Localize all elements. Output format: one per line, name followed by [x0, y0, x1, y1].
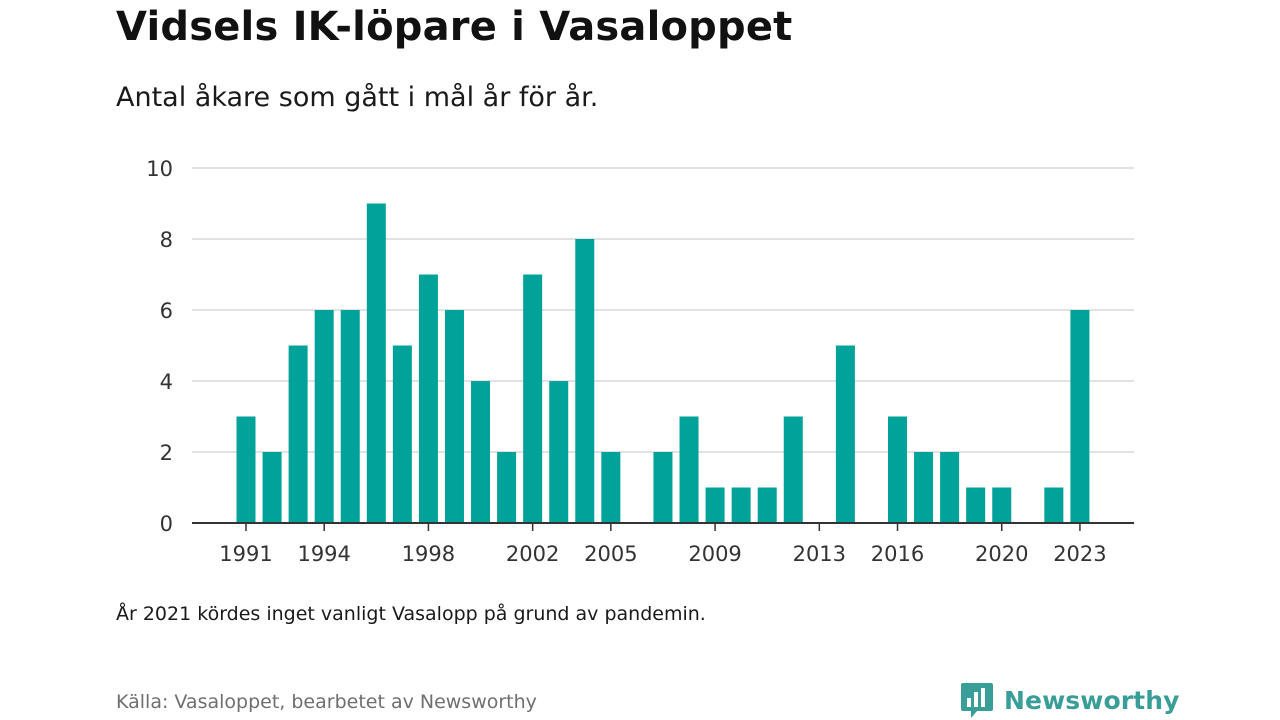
chart-subtitle: Antal åkare som gått i mål år för år. — [116, 82, 599, 113]
bar-2002 — [523, 274, 543, 523]
x-tick-label: 2005 — [584, 542, 637, 566]
bar-2020 — [992, 487, 1012, 523]
bar-2000 — [471, 381, 491, 523]
bar-2018 — [940, 452, 960, 523]
bar-2011 — [757, 487, 777, 523]
bar-2023 — [1070, 310, 1090, 523]
source-text: Källa: Vasaloppet, bearbetet av Newswort… — [116, 691, 537, 713]
bar-2019 — [966, 487, 986, 523]
y-tick-label: 10 — [146, 157, 173, 181]
y-tick-label: 4 — [160, 370, 173, 394]
bar-1997 — [392, 345, 412, 523]
bar-2005 — [601, 452, 621, 523]
x-tick-label: 1998 — [402, 542, 455, 566]
bar-2003 — [549, 381, 569, 523]
bar-chart: 0 2 4 6 8 10 1991 1994 1998 2002 2005 2009 2013 2016… — [146, 157, 1134, 566]
bar-1999 — [444, 310, 464, 523]
bar-1992 — [262, 452, 282, 523]
y-tick-label: 6 — [160, 299, 173, 323]
x-tick-label: 2016 — [871, 542, 924, 566]
x-tick-label: 2023 — [1053, 542, 1106, 566]
y-axis-tick-labels: 0 2 4 6 8 10 — [146, 157, 173, 536]
bar-1998 — [418, 274, 438, 523]
bar-2014 — [835, 345, 855, 523]
bar-1994 — [314, 310, 334, 523]
bars — [236, 203, 1090, 523]
bar-1991 — [236, 416, 256, 523]
brand-name: Newsworthy — [1004, 685, 1180, 715]
x-tick-label: 1991 — [219, 542, 272, 566]
bar-2010 — [731, 487, 751, 523]
x-tick-label: 1994 — [297, 542, 350, 566]
bar-2004 — [575, 239, 595, 523]
bar-1993 — [288, 345, 308, 523]
y-tick-label: 0 — [160, 512, 173, 536]
bar-2012 — [783, 416, 803, 523]
x-axis-tick-labels: 1991 1994 1998 2002 2005 2009 2013 2016 2020 2023 — [219, 523, 1107, 566]
bar-2009 — [705, 487, 725, 523]
bar-2001 — [497, 452, 517, 523]
bar-1996 — [366, 203, 386, 523]
y-tick-label: 2 — [160, 441, 173, 465]
x-tick-label: 2013 — [793, 542, 846, 566]
bar-2022 — [1044, 487, 1064, 523]
bar-1995 — [340, 310, 360, 523]
bar-2016 — [888, 416, 907, 523]
footnote: År 2021 kördes inget vanligt Vasalopp på… — [116, 603, 706, 625]
x-tick-label: 2020 — [975, 542, 1028, 566]
x-tick-label: 2009 — [688, 542, 741, 566]
bar-2007 — [653, 452, 673, 523]
newsworthy-logo: Newsworthy — [960, 680, 1180, 720]
y-tick-label: 8 — [160, 228, 173, 252]
x-tick-label: 2002 — [506, 542, 559, 566]
bar-2017 — [914, 452, 934, 523]
bar-2008 — [679, 416, 699, 523]
bar-chart-speech-bubble-icon — [961, 683, 993, 718]
chart-title: Vidsels IK-löpare i Vasaloppet — [116, 4, 793, 50]
